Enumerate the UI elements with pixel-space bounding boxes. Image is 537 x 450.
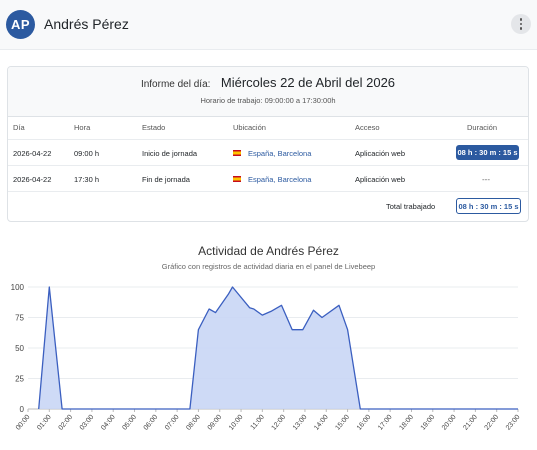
x-tick-label: 14:00 xyxy=(313,414,330,432)
x-tick-label: 03:00 xyxy=(79,414,96,432)
x-tick-label: 12:00 xyxy=(271,414,288,432)
row-2-duration: --- xyxy=(482,175,490,184)
table-divider xyxy=(8,165,528,166)
report-date: Miércoles 22 de Abril del 2026 xyxy=(220,75,396,90)
y-tick-label: 50 xyxy=(15,344,24,353)
user-name: Andrés Pérez xyxy=(44,16,129,32)
x-tick-label: 13:00 xyxy=(292,414,309,432)
column-header-estado: Estado xyxy=(142,123,166,132)
column-header-duracion: Duración xyxy=(467,123,498,132)
kebab-menu-icon[interactable] xyxy=(511,14,531,34)
x-tick-label: 15:00 xyxy=(334,414,351,432)
y-tick-label: 100 xyxy=(11,283,25,292)
daily-report-card: Informe del día: Miércoles 22 de Abril d… xyxy=(7,66,529,222)
activity-line xyxy=(38,286,518,410)
x-tick-label: 22:00 xyxy=(484,414,501,432)
report-title: Informe del día: Miércoles 22 de Abril d… xyxy=(8,74,528,92)
row-2-acceso: Aplicación web xyxy=(355,175,406,184)
column-header-dia: Día xyxy=(13,123,25,132)
x-tick-label: 04:00 xyxy=(100,414,117,432)
x-tick-label: 10:00 xyxy=(228,414,245,432)
x-tick-label: 19:00 xyxy=(420,414,437,432)
x-tick-label: 06:00 xyxy=(143,414,160,432)
row-1-duration-badge: 08 h : 30 m : 15 s xyxy=(456,145,519,160)
row-1-dia: 2026-04-22 xyxy=(13,149,52,158)
row-2-hora: 17:30 h xyxy=(74,175,100,184)
x-tick-label: 02:00 xyxy=(58,414,75,432)
x-tick-label: 07:00 xyxy=(164,414,181,432)
row-1-location-link[interactable]: España, Barcelona xyxy=(248,149,312,158)
x-tick-label: 00:00 xyxy=(15,414,32,432)
total-worked-badge: 08 h : 30 m : 15 s xyxy=(456,198,521,214)
report-header: Informe del día: Miércoles 22 de Abril d… xyxy=(8,67,528,117)
column-header-acceso: Acceso xyxy=(355,123,380,132)
total-worked-label: Total trabajado xyxy=(386,202,436,211)
x-tick-label: 23:00 xyxy=(505,414,522,432)
activity-chart: 0 25 50 75 100 00:00 01:00 02:00 03:00 04:00 05:00… xyxy=(11,283,522,432)
x-tick-label: 21:00 xyxy=(462,414,479,432)
table-divider xyxy=(8,139,528,140)
spain-flag-icon xyxy=(233,150,241,156)
avatar[interactable]: AP xyxy=(6,10,35,39)
work-schedule: Horario de trabajo: 09:00:00 a 17:30:00h xyxy=(200,96,336,105)
x-tick-label: 18:00 xyxy=(398,414,415,432)
x-tick-label: 20:00 xyxy=(441,414,458,432)
column-header-hora: Hora xyxy=(74,123,91,132)
x-tick-label: 11:00 xyxy=(250,414,266,432)
x-tick-label: 08:00 xyxy=(185,414,202,432)
row-1-acceso: Aplicación web xyxy=(355,149,406,158)
row-1-hora: 09:00 h xyxy=(74,149,100,158)
row-2-location-link[interactable]: España, Barcelona xyxy=(248,175,312,184)
table-divider xyxy=(8,191,528,192)
app-header: AP Andrés Pérez xyxy=(0,0,537,50)
y-tick-label: 25 xyxy=(15,375,24,384)
report-label: Informe del día: xyxy=(140,79,211,90)
activity-area xyxy=(38,287,518,409)
row-1-estado: Inicio de jornada xyxy=(142,149,198,158)
x-tick-label: 16:00 xyxy=(356,414,373,432)
row-2-estado: Fin de jornada xyxy=(142,175,190,184)
chart-subtitle: Gráfico con registros de actividad diari… xyxy=(161,262,376,271)
column-header-ubicacion: Ubicación xyxy=(233,123,266,132)
row-2-dia: 2026-04-22 xyxy=(13,175,52,184)
y-tick-label: 75 xyxy=(15,314,24,323)
x-tick-label: 17:00 xyxy=(377,414,394,432)
chart-title: Actividad de Andrés Pérez xyxy=(198,244,339,258)
x-tick-label: 05:00 xyxy=(121,414,138,432)
spain-flag-icon xyxy=(233,176,241,182)
x-tick-label: 01:00 xyxy=(36,414,53,432)
x-tick-label: 09:00 xyxy=(207,414,224,432)
y-tick-label: 0 xyxy=(20,405,25,414)
